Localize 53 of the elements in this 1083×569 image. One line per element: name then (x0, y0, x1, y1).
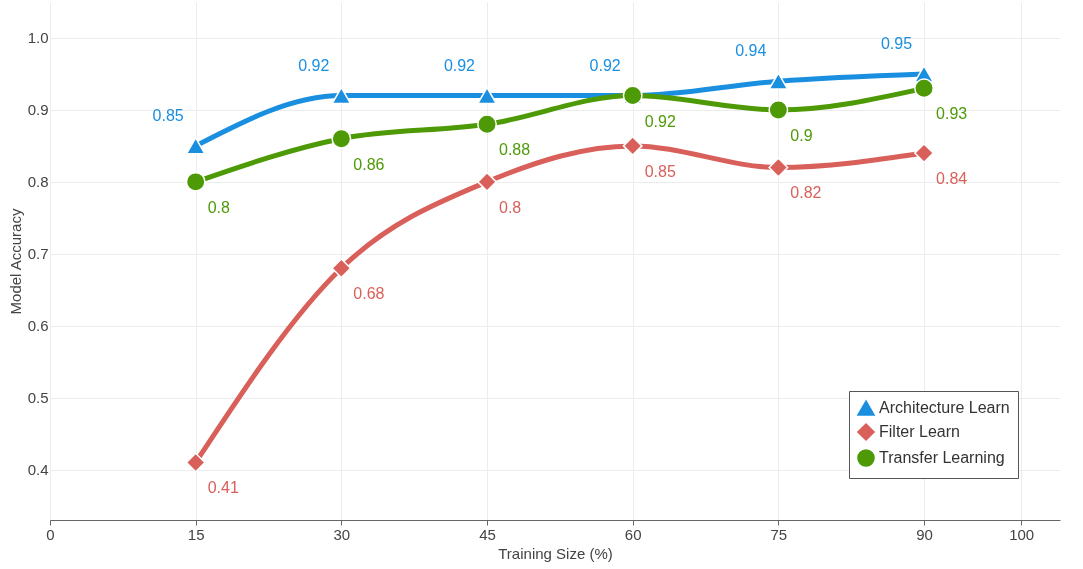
data-label: 0.85 (644, 162, 676, 180)
data-label: 0.88 (499, 141, 531, 159)
point (622, 135, 643, 156)
data-label: 0.94 (735, 42, 767, 60)
point (331, 86, 352, 105)
data-label: 0.86 (353, 155, 385, 173)
point (185, 171, 206, 192)
data-label: 0.41 (207, 479, 239, 497)
x-axis-title: Training Size (%) (498, 544, 613, 562)
data-label: 0.82 (790, 184, 822, 202)
data-label: 0.8 (207, 198, 231, 216)
data-label: 0.68 (353, 285, 385, 303)
point (185, 137, 206, 155)
x-tick-label: 0 (46, 525, 55, 543)
y-axis-title: Model Accuracy (6, 208, 24, 315)
data-label: 0.8 (499, 198, 522, 216)
data-label: 0.84 (936, 170, 968, 188)
data-label: 0.85 (152, 106, 184, 124)
point (768, 99, 789, 120)
point (185, 452, 206, 473)
y-tick-label: 1.0 (27, 29, 49, 47)
x-tick-label: 90 (916, 525, 933, 543)
point (331, 128, 352, 149)
data-label: 0.95 (880, 34, 913, 52)
data-label: 0.92 (589, 56, 621, 74)
y-tick-label: 0.7 (27, 245, 49, 263)
point (477, 114, 497, 135)
point (768, 157, 789, 178)
data-label: 0.93 (936, 105, 968, 123)
y-tick-label: 0.5 (27, 389, 49, 407)
y-tick-label: 0.4 (27, 461, 49, 479)
point (914, 143, 935, 164)
x-tick-label: 15 (187, 525, 205, 543)
legend-label: Filter Learn (879, 423, 960, 440)
y-tick-label: 0.8 (27, 173, 49, 191)
x-tick-label: 100 (1009, 525, 1035, 543)
point (331, 258, 352, 279)
point (768, 72, 789, 90)
point (477, 86, 497, 105)
data-label: 0.92 (644, 112, 676, 130)
data-label: 0.92 (443, 56, 476, 74)
y-tick-label: 0.6 (27, 317, 49, 335)
data-label: 0.9 (790, 126, 813, 144)
y-tick-label: 0.9 (27, 101, 49, 119)
point (477, 171, 497, 192)
point (914, 78, 935, 99)
legend-label: Architecture Learn (879, 399, 1010, 416)
x-tick-label: 60 (624, 525, 642, 543)
x-tick-label: 30 (333, 525, 351, 543)
x-tick-label: 45 (479, 525, 496, 543)
legend-label: Transfer Learning (879, 449, 1005, 466)
x-tick-label: 75 (770, 525, 788, 543)
data-label: 0.92 (298, 56, 330, 74)
